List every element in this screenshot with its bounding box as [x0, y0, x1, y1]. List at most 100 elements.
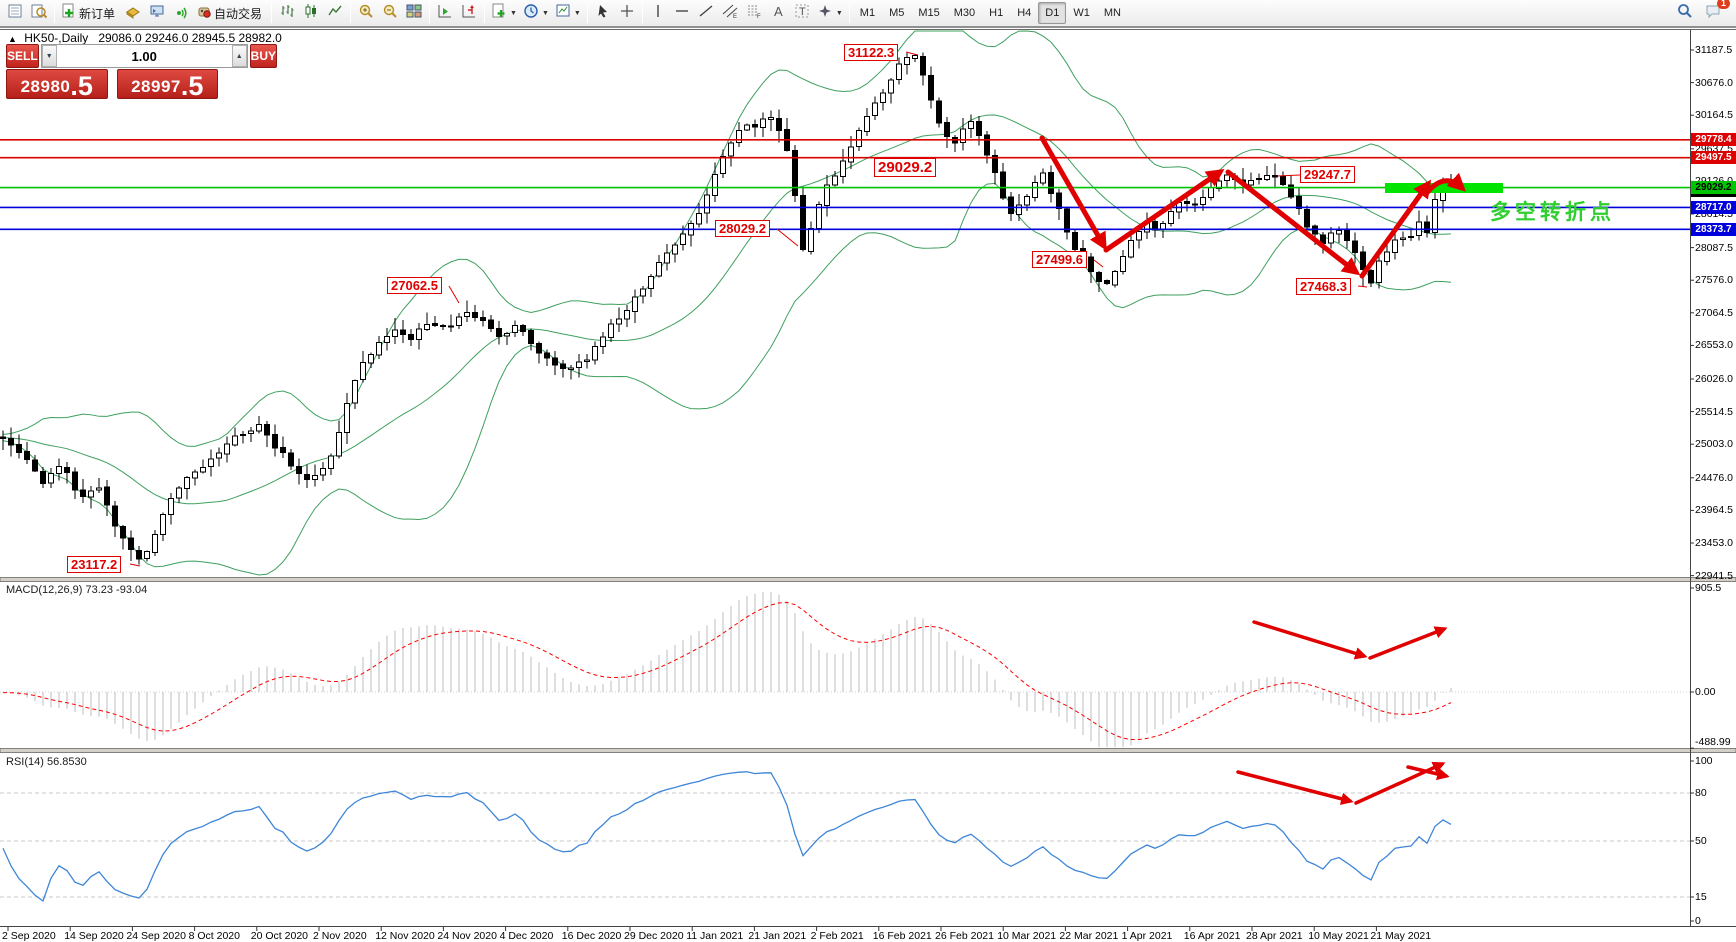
notifications-button[interactable]: 1	[1701, 0, 1730, 25]
line-chart-button[interactable]	[323, 1, 347, 25]
x-axis-label: 2 Sep 2020	[2, 930, 56, 942]
dropdown-caret: ▼	[573, 9, 581, 17]
y-axis-label: 25003.0	[1695, 438, 1733, 451]
toolbar-separator	[848, 3, 850, 23]
chart-plot-area[interactable]	[0, 29, 1690, 926]
zoom-out-button[interactable]	[378, 1, 402, 25]
sell-button[interactable]: SELL	[6, 44, 39, 68]
fibonacci-icon: F	[746, 3, 762, 24]
x-axis-label: 8 Oct 2020	[188, 930, 240, 942]
market-watch-button[interactable]	[3, 1, 27, 25]
chart-shift-icon	[461, 3, 477, 24]
timeframe-M15[interactable]: M15	[918, 7, 940, 19]
tile-windows-button[interactable]	[402, 1, 426, 25]
x-axis-label: 16 Feb 2021	[872, 930, 932, 942]
auto-scroll-icon	[437, 3, 453, 24]
terminal-button[interactable]	[145, 1, 169, 25]
channel-tool[interactable]: E	[718, 1, 742, 25]
notification-badge: 1	[1716, 0, 1730, 9]
sell-price-main: 28980	[20, 77, 71, 96]
zoom-in-icon	[358, 3, 374, 24]
timeframe-M30[interactable]: M30	[953, 7, 976, 19]
bar-chart-button[interactable]	[275, 1, 299, 25]
dropdown-caret: ▼	[541, 9, 549, 17]
timeframe-H1[interactable]: H1	[989, 7, 1004, 19]
search-button[interactable]	[1673, 1, 1697, 25]
x-axis-label: 29 Dec 2020	[624, 930, 684, 942]
price-level-badge: 29778.4	[1691, 133, 1736, 147]
buy-price-main: 28997	[131, 77, 181, 96]
svg-text:A: A	[774, 4, 783, 19]
metaeditor-icon	[125, 3, 141, 24]
indicators-button[interactable]: ▼	[488, 1, 520, 25]
timeframe-MN[interactable]: MN	[1103, 7, 1121, 19]
periods-button[interactable]: ▼	[520, 1, 552, 25]
horizontal-line-tool[interactable]	[670, 1, 694, 25]
x-axis-label: 24 Sep 2020	[126, 930, 186, 942]
fibonacci-tool[interactable]: F	[742, 1, 766, 25]
candlestick-chart-button[interactable]	[299, 1, 323, 25]
y-axis-label: 22941.5	[1695, 569, 1733, 582]
y-axis-label: 30164.5	[1695, 109, 1733, 122]
metaeditor-button[interactable]	[121, 1, 145, 25]
text-label-icon: T	[794, 3, 810, 24]
autotrade-icon	[196, 3, 212, 24]
indicators-icon	[491, 3, 507, 24]
buy-price-display[interactable]: 28997.5	[116, 69, 218, 100]
cursor-button[interactable]	[591, 1, 615, 25]
templates-button[interactable]: ▼	[552, 1, 584, 25]
x-axis-label: 20 Oct 2020	[250, 930, 309, 942]
signals-button[interactable]	[169, 1, 193, 25]
rsi-axis-label: 80	[1695, 787, 1707, 799]
zoom-out-icon	[382, 3, 398, 24]
dropdown-caret: ▼	[510, 9, 517, 17]
y-axis-label: 31187.5	[1695, 44, 1733, 56]
toolbar-separator	[484, 3, 486, 23]
autotrade-button[interactable]: 自动交易	[193, 1, 268, 25]
chart-shift-button[interactable]	[457, 1, 481, 25]
timeframe-H4[interactable]: H4	[1017, 7, 1032, 19]
autotrade-label: 自动交易	[214, 6, 263, 21]
price-annotation-label: 27468.3	[1296, 278, 1351, 295]
timeframe-W1[interactable]: W1	[1073, 7, 1090, 19]
sell-price-frac: .5	[70, 71, 93, 101]
x-axis-label: 10 May 2021	[1308, 930, 1369, 942]
rsi-axis-label: 50	[1695, 835, 1707, 847]
x-axis-label: 14 Sep 2020	[64, 930, 124, 942]
volume-increase-button[interactable]: ▲	[231, 45, 247, 67]
data-window-button[interactable]	[27, 1, 51, 25]
bull-bear-note: 多空转折点	[1490, 201, 1615, 224]
new-order-button[interactable]: 新订单	[58, 1, 121, 25]
y-axis-label: 30676.0	[1695, 76, 1733, 89]
main-toolbar: 新订单 自动交易 ▼ ▼ ▼ E F A T ▼	[0, 0, 1736, 28]
auto-scroll-button[interactable]	[433, 1, 457, 25]
one-click-trade-panel: SELL ▼ ▲ BUY 28980.5 28997.5	[6, 44, 278, 101]
trendline-tool[interactable]	[694, 1, 718, 25]
y-axis-label: 26026.0	[1695, 372, 1733, 385]
sell-price-display[interactable]: 28980.5	[6, 69, 108, 101]
text-label-tool[interactable]: T	[790, 1, 814, 25]
zoom-in-button[interactable]	[354, 1, 378, 25]
buy-button[interactable]: BUY	[249, 44, 278, 68]
price-annotation-label: 27499.6	[1032, 251, 1087, 268]
templates-icon	[555, 3, 571, 24]
svg-text:F: F	[757, 14, 761, 19]
timeframe-M1[interactable]: M1	[859, 7, 876, 19]
volume-input[interactable]	[56, 45, 232, 67]
x-axis-label: 16 Apr 2021	[1183, 930, 1241, 942]
svg-text:T: T	[799, 6, 806, 18]
data-window-icon	[31, 3, 48, 24]
arrows-tool[interactable]: ▼	[814, 1, 846, 25]
timeframe-D1[interactable]: D1	[1038, 2, 1067, 24]
x-axis-label: 21 May 2021	[1370, 930, 1432, 942]
x-axis-label: 22 Mar 2021	[1059, 930, 1119, 942]
y-axis-label: 25514.5	[1695, 405, 1733, 418]
collapse-triangle-icon[interactable]: ▲	[8, 34, 17, 44]
vertical-line-tool[interactable]	[646, 1, 670, 25]
text-tool[interactable]: A	[766, 1, 790, 25]
volume-decrease-button[interactable]: ▼	[41, 45, 57, 67]
crosshair-button[interactable]	[615, 1, 639, 25]
x-axis-label: 26 Feb 2021	[935, 930, 994, 942]
timeframe-M5[interactable]: M5	[889, 7, 905, 19]
x-axis-label: 4 Dec 2020	[499, 930, 554, 942]
